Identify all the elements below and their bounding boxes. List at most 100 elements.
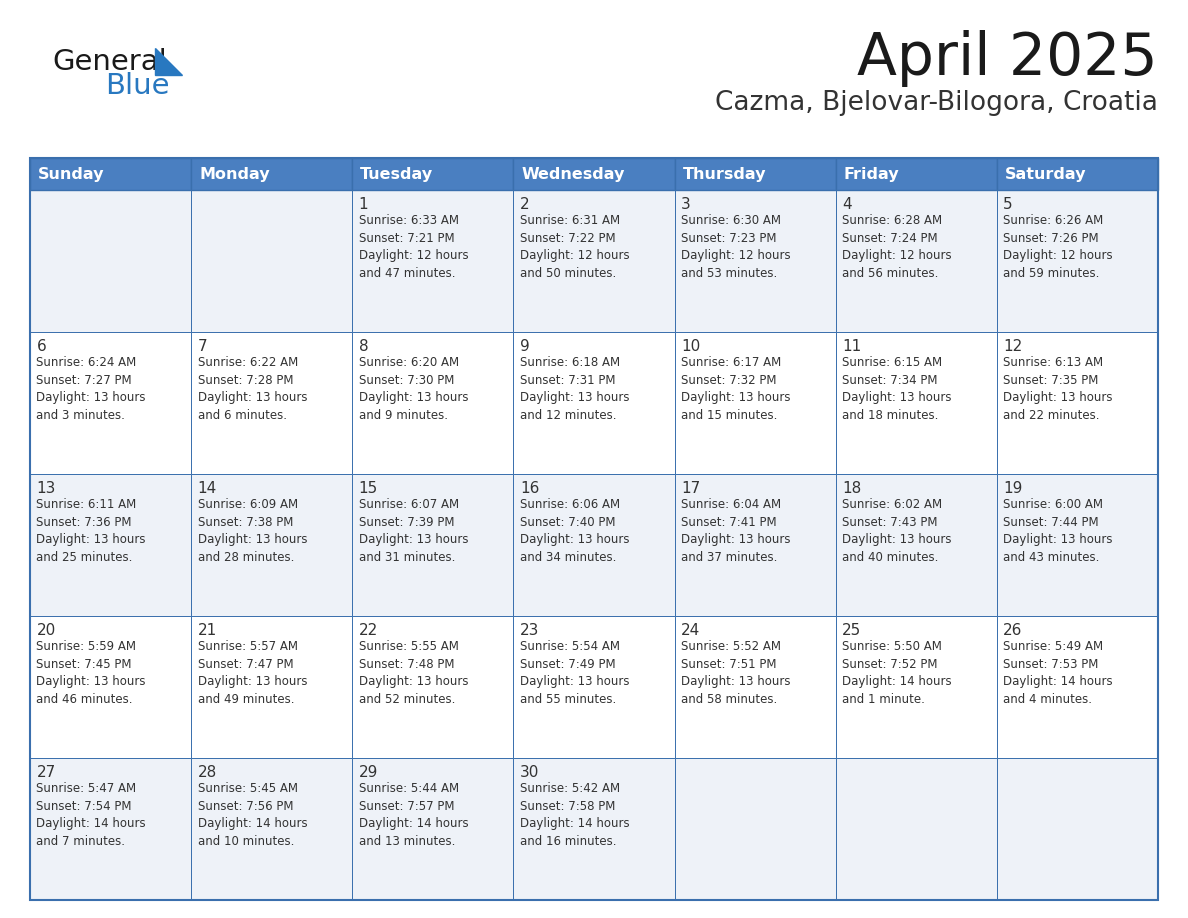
Text: Sunrise: 6:00 AM: Sunrise: 6:00 AM [1004,498,1104,511]
Text: Sunrise: 5:47 AM: Sunrise: 5:47 AM [37,782,137,796]
Text: Saturday: Saturday [1005,166,1086,182]
Text: and 47 minutes.: and 47 minutes. [359,267,455,280]
Text: Thursday: Thursday [683,166,766,182]
Text: 28: 28 [197,765,217,780]
Text: Sunset: 7:41 PM: Sunset: 7:41 PM [681,516,777,529]
Bar [513,616,675,758]
Bar [353,190,513,332]
Bar [513,758,675,900]
Text: Daylight: 14 hours: Daylight: 14 hours [1004,676,1113,688]
Text: Sunrise: 6:06 AM: Sunrise: 6:06 AM [520,498,620,511]
Text: Daylight: 12 hours: Daylight: 12 hours [520,250,630,263]
Text: and 56 minutes.: and 56 minutes. [842,267,939,280]
Text: and 28 minutes.: and 28 minutes. [197,551,293,564]
Text: Sunrise: 5:59 AM: Sunrise: 5:59 AM [37,641,137,654]
Text: Sunrise: 6:33 AM: Sunrise: 6:33 AM [359,215,459,228]
Text: and 40 minutes.: and 40 minutes. [842,551,939,564]
Text: Daylight: 13 hours: Daylight: 13 hours [520,391,630,405]
Bar [835,474,997,616]
Text: Sunrise: 6:02 AM: Sunrise: 6:02 AM [842,498,942,511]
Text: Sunset: 7:34 PM: Sunset: 7:34 PM [842,374,937,387]
Bar [835,190,997,332]
Text: Sunrise: 5:45 AM: Sunrise: 5:45 AM [197,782,297,796]
Text: 23: 23 [520,623,539,638]
Text: Daylight: 13 hours: Daylight: 13 hours [842,533,952,546]
Text: and 49 minutes.: and 49 minutes. [197,693,295,706]
Bar [30,158,191,190]
Text: Sunset: 7:43 PM: Sunset: 7:43 PM [842,516,937,529]
Text: Sunrise: 5:42 AM: Sunrise: 5:42 AM [520,782,620,796]
Bar [513,474,675,616]
Text: and 3 minutes.: and 3 minutes. [37,409,125,422]
Text: Daylight: 13 hours: Daylight: 13 hours [359,391,468,405]
Text: 5: 5 [1004,197,1013,212]
Text: Daylight: 12 hours: Daylight: 12 hours [359,250,468,263]
Bar [353,758,513,900]
Text: Sunrise: 6:15 AM: Sunrise: 6:15 AM [842,356,942,370]
Text: Daylight: 13 hours: Daylight: 13 hours [37,676,146,688]
Text: 22: 22 [359,623,378,638]
Text: and 52 minutes.: and 52 minutes. [359,693,455,706]
Bar [997,158,1158,190]
Text: and 15 minutes.: and 15 minutes. [681,409,777,422]
Text: Daylight: 13 hours: Daylight: 13 hours [37,391,146,405]
Text: Sunrise: 6:17 AM: Sunrise: 6:17 AM [681,356,782,370]
Bar [997,190,1158,332]
Text: 11: 11 [842,339,861,354]
Text: Sunset: 7:54 PM: Sunset: 7:54 PM [37,800,132,813]
Text: and 6 minutes.: and 6 minutes. [197,409,286,422]
Bar [191,616,353,758]
Text: and 55 minutes.: and 55 minutes. [520,693,617,706]
Bar [997,758,1158,900]
Text: Daylight: 12 hours: Daylight: 12 hours [681,250,791,263]
Bar [675,616,835,758]
Bar [835,332,997,474]
Text: Sunrise: 5:55 AM: Sunrise: 5:55 AM [359,641,459,654]
Text: and 43 minutes.: and 43 minutes. [1004,551,1100,564]
Text: Sunset: 7:23 PM: Sunset: 7:23 PM [681,232,777,245]
Text: Daylight: 13 hours: Daylight: 13 hours [197,391,307,405]
Text: Sunset: 7:32 PM: Sunset: 7:32 PM [681,374,777,387]
Text: Sunset: 7:53 PM: Sunset: 7:53 PM [1004,658,1099,671]
Text: 21: 21 [197,623,217,638]
Text: and 50 minutes.: and 50 minutes. [520,267,617,280]
Bar [675,332,835,474]
Text: Sunset: 7:40 PM: Sunset: 7:40 PM [520,516,615,529]
Text: Sunrise: 5:49 AM: Sunrise: 5:49 AM [1004,641,1104,654]
Text: Sunrise: 6:13 AM: Sunrise: 6:13 AM [1004,356,1104,370]
Bar [30,474,191,616]
Text: Sunrise: 5:50 AM: Sunrise: 5:50 AM [842,641,942,654]
Text: and 25 minutes.: and 25 minutes. [37,551,133,564]
Text: Daylight: 13 hours: Daylight: 13 hours [520,533,630,546]
Text: Sunset: 7:52 PM: Sunset: 7:52 PM [842,658,937,671]
Text: Tuesday: Tuesday [360,166,434,182]
Text: and 53 minutes.: and 53 minutes. [681,267,777,280]
Text: Daylight: 14 hours: Daylight: 14 hours [37,818,146,831]
Bar [997,332,1158,474]
Text: 13: 13 [37,481,56,496]
Text: Sunset: 7:45 PM: Sunset: 7:45 PM [37,658,132,671]
Bar [353,616,513,758]
Text: Friday: Friday [843,166,899,182]
Bar [513,332,675,474]
Bar [675,158,835,190]
Text: Sunset: 7:24 PM: Sunset: 7:24 PM [842,232,937,245]
Polygon shape [154,48,182,75]
Text: Daylight: 13 hours: Daylight: 13 hours [681,533,790,546]
Text: Sunset: 7:56 PM: Sunset: 7:56 PM [197,800,293,813]
Text: Sunset: 7:39 PM: Sunset: 7:39 PM [359,516,454,529]
Text: 6: 6 [37,339,46,354]
Text: Sunset: 7:28 PM: Sunset: 7:28 PM [197,374,293,387]
Text: Sunrise: 6:24 AM: Sunrise: 6:24 AM [37,356,137,370]
Text: Sunrise: 5:57 AM: Sunrise: 5:57 AM [197,641,297,654]
Text: Daylight: 13 hours: Daylight: 13 hours [359,533,468,546]
Bar [513,158,675,190]
Bar [191,332,353,474]
Text: Sunset: 7:21 PM: Sunset: 7:21 PM [359,232,454,245]
Bar [835,758,997,900]
Bar [191,758,353,900]
Text: 10: 10 [681,339,700,354]
Bar [191,190,353,332]
Text: Daylight: 13 hours: Daylight: 13 hours [1004,533,1113,546]
Text: April 2025: April 2025 [858,30,1158,87]
